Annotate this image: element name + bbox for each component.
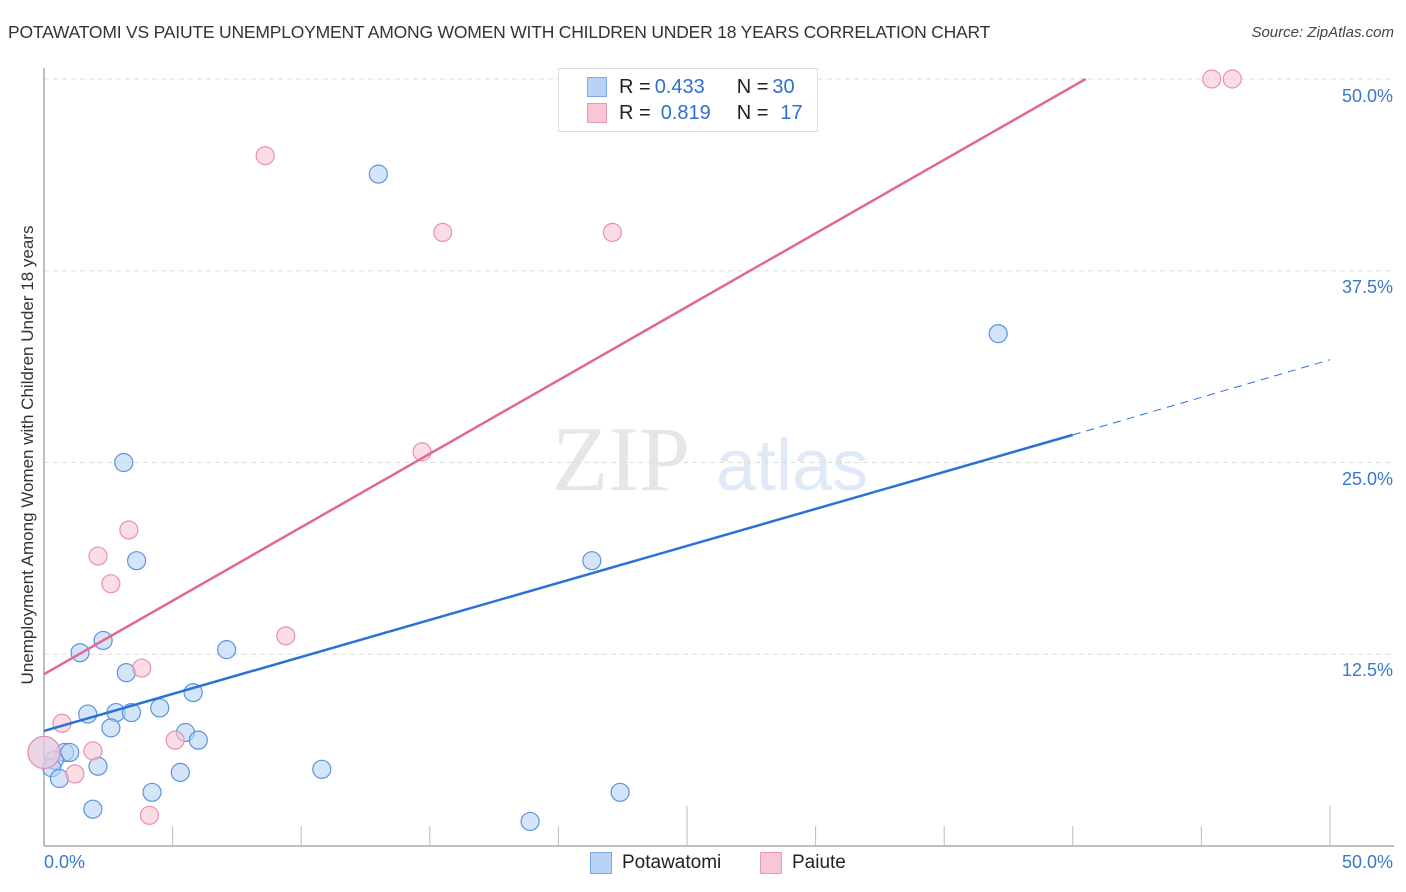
source-label: Source: ZipAtlas.com: [1251, 24, 1394, 41]
gridlines: [44, 78, 1394, 655]
potawatomi-swatch: [587, 77, 607, 97]
axes: [43, 68, 1394, 847]
r-value: 0.819: [660, 101, 711, 124]
r-value: 0.433: [654, 75, 705, 98]
legend-label: Paiute: [792, 852, 846, 873]
legend-row-paiute: R = 0.819 N = 17: [587, 101, 803, 125]
legend-item-paiute[interactable]: Paiute: [760, 852, 846, 874]
legend-item-potawatomi[interactable]: Potawatomi: [590, 852, 721, 874]
n-label: N =: [736, 101, 769, 124]
paiute-swatch: [760, 852, 782, 874]
n-value: 17: [780, 101, 803, 124]
x-tick-0: 0.0%: [44, 852, 86, 872]
series-legend: Potawatomi Paiute: [0, 852, 1406, 876]
x-tick-50: 50.0%: [1341, 852, 1393, 872]
r-label: R =: [619, 101, 651, 124]
svg-text:ZIP: ZIP: [552, 408, 690, 510]
r-label: R =: [619, 75, 651, 98]
n-value: 30: [772, 75, 795, 98]
legend-label: Potawatomi: [622, 852, 722, 873]
potawatomi-swatch: [590, 852, 612, 874]
trendlines: [43, 77, 1331, 733]
y-tick-50: 50.0%: [1341, 86, 1393, 106]
svg-text:atlas: atlas: [716, 426, 868, 506]
legend-row-potawatomi: R = 0.433 N = 30: [587, 75, 795, 99]
stats-legend: R = 0.433 N = 30 R = 0.819 N = 17: [558, 68, 818, 132]
chart-title: POTAWATOMI VS PAIUTE UNEMPLOYMENT AMONG …: [8, 22, 991, 42]
watermark: ZIP atlas: [552, 408, 868, 510]
y-tick-12-5: 12.5%: [1341, 660, 1393, 680]
y-tick-37-5: 37.5%: [1341, 277, 1393, 297]
paiute-swatch: [587, 103, 607, 123]
n-label: N =: [736, 75, 769, 98]
y-tick-25: 25.0%: [1341, 469, 1393, 489]
